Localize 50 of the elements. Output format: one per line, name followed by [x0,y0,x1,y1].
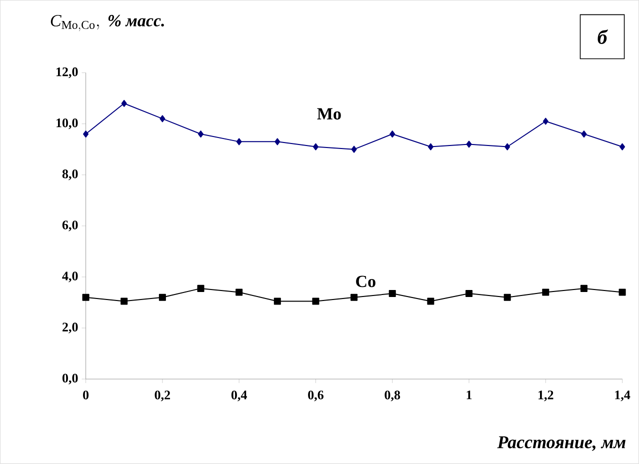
point [428,143,434,150]
point [312,143,318,150]
y-axis-title: $\mathbf{\mathit{C}_{\mathrm{Mo, Co}}},\ \textbf{\textit{\% масс.}}$ [50,14,164,32]
series-label: Mo [317,108,341,120]
x-tick-label: 0,8 [384,390,400,402]
point [121,100,127,107]
point [160,115,166,122]
x-tick-label: 1,2 [538,390,554,402]
point [504,294,511,301]
y-tick-label: 10,0 [56,118,78,130]
y-tick-label: 6,0 [62,220,78,232]
y-tick-label: 2,0 [62,322,78,334]
point [390,130,396,138]
point [236,138,242,146]
y-tick-label: 8,0 [62,170,78,180]
point [312,298,320,305]
point [82,294,90,301]
series-label: Co [356,276,376,288]
point [274,298,281,305]
point [388,290,396,298]
point [542,288,550,296]
point [504,143,510,150]
x-tick-label: 0,2 [154,390,170,402]
point [580,285,588,292]
point [158,294,166,301]
point [618,288,626,296]
x-axis-title: Расстояние, мм [497,436,626,451]
point [274,138,280,146]
point [581,130,587,138]
point [120,298,128,305]
point [83,130,89,138]
point [197,285,204,292]
point [198,130,204,138]
point [350,294,358,301]
point [542,118,548,125]
y-tick-label: 4,0 [62,272,78,282]
x-tick-label: 0,4 [231,390,247,402]
x-tick-label: 0 [83,390,89,400]
point [466,290,473,298]
point [427,298,434,305]
point [351,146,357,153]
x-tick-label: 1,4 [615,390,630,402]
point [466,140,472,148]
y-tick-label: 12,0 [56,68,78,78]
x-tick-label: 1 [466,390,472,400]
point [236,288,243,296]
text: б [598,30,608,44]
x-tick-label: 0,6 [308,390,324,402]
point [620,143,626,150]
y-tick-label: 0,0 [62,374,78,384]
